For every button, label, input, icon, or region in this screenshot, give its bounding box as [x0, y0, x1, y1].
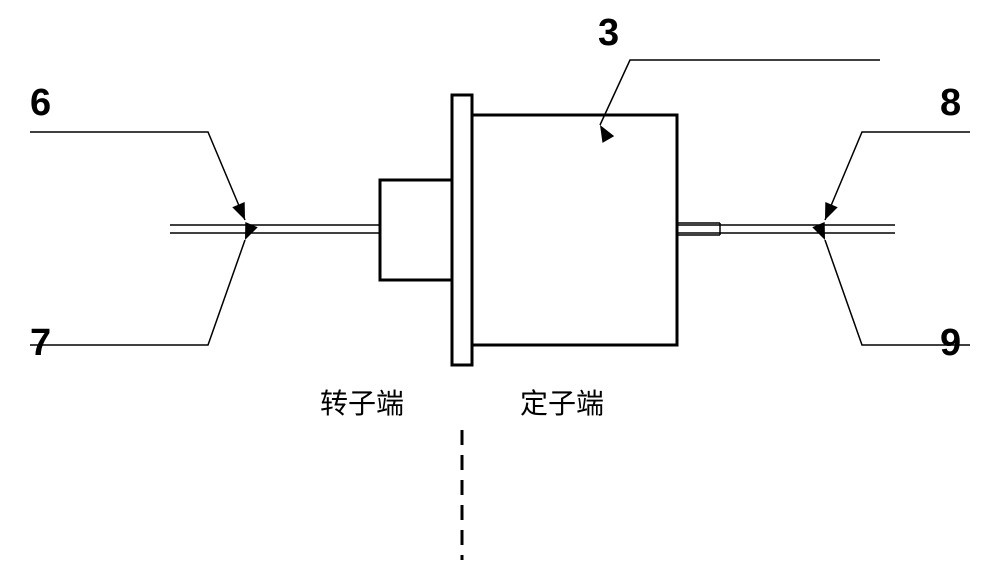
callout-label-6: 6: [30, 82, 51, 125]
callout-label-3: 3: [598, 12, 619, 55]
diagram-container: [0, 0, 1000, 583]
rotor-region-label: 转子端: [320, 382, 404, 422]
callout-label-7: 7: [30, 322, 51, 365]
callout-label-8: 8: [940, 82, 961, 125]
callout-label-9: 9: [940, 322, 961, 365]
diagram-svg: [0, 0, 1000, 583]
stator-region-label: 定子端: [520, 382, 604, 422]
